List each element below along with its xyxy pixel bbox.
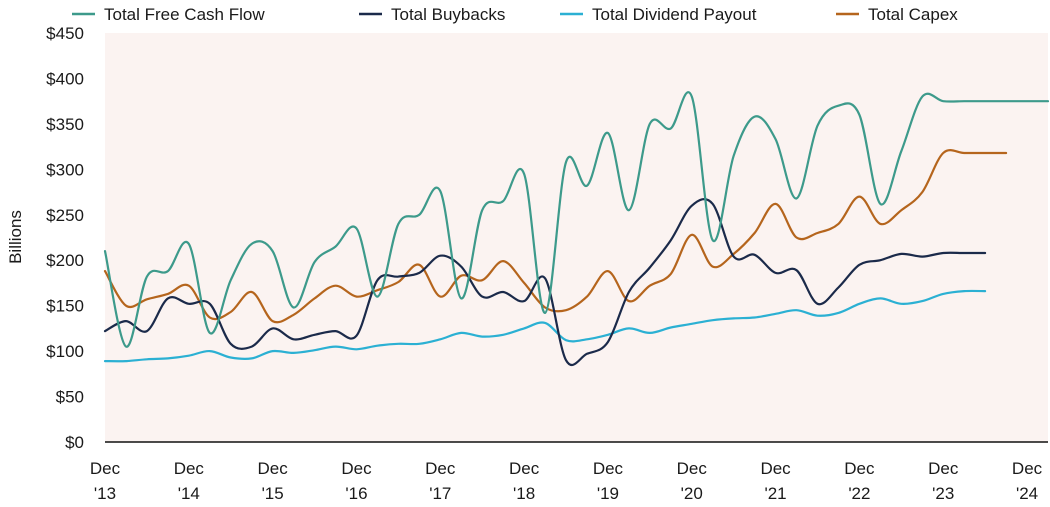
x-tick-label: Dec [425, 459, 456, 478]
x-tick-label: '22 [848, 484, 870, 503]
x-tick-label: Dec [677, 459, 708, 478]
x-tick-label: '13 [94, 484, 116, 503]
x-tick-label: Dec [341, 459, 372, 478]
y-tick-label: $350 [46, 115, 84, 134]
x-tick-label: '24 [1016, 484, 1038, 503]
y-tick-label: $0 [65, 433, 84, 452]
x-tick-label: Dec [844, 459, 875, 478]
legend-label: Total Capex [868, 5, 958, 24]
y-tick-label: $300 [46, 160, 84, 179]
x-tick-label: Dec [174, 459, 205, 478]
series-line-total-free-cash-flow [103, 91, 1050, 348]
y-tick-label: $400 [46, 69, 84, 88]
y-tick-label: $200 [46, 251, 84, 270]
x-axis-ticks: Dec '13 Dec '14 Dec '15 Dec '16 Dec '17 Dec '18 Dec '… [90, 459, 1043, 503]
series-line-total-capex [103, 149, 1008, 324]
legend: Total Free Cash Flow Total Buybacks Total … [72, 5, 958, 24]
x-tick-label: Dec [1012, 459, 1043, 478]
x-tick-label: Dec [928, 459, 959, 478]
y-axis-ticks: $0 $50 $100 $150 $200 $250 $300 $350 $400 $450 [46, 24, 84, 452]
x-tick-label: Dec [593, 459, 624, 478]
plot-background [105, 33, 1048, 442]
y-tick-label: $100 [46, 342, 84, 361]
y-tick-label: $250 [46, 206, 84, 225]
legend-label: Total Free Cash Flow [104, 5, 265, 24]
x-tick-label: '17 [429, 484, 451, 503]
x-tick-label: '15 [262, 484, 284, 503]
x-tick-label: Dec [258, 459, 289, 478]
x-tick-label: '14 [178, 484, 200, 503]
series-lines [103, 91, 1050, 367]
x-tick-label: '23 [932, 484, 954, 503]
x-tick-label: Dec [760, 459, 791, 478]
x-tick-label: '19 [597, 484, 619, 503]
y-axis-title: Billions [6, 210, 25, 264]
x-tick-label: Dec [90, 459, 121, 478]
series-line-total-dividend-payout [103, 289, 987, 363]
x-tick-label: '16 [345, 484, 367, 503]
y-tick-label: $150 [46, 297, 84, 316]
x-tick-label: '21 [764, 484, 786, 503]
y-tick-label: $450 [46, 24, 84, 43]
y-tick-label: $50 [56, 388, 84, 407]
series-line-total-buybacks [103, 198, 987, 367]
x-tick-label: '18 [513, 484, 535, 503]
x-tick-label: '20 [681, 484, 703, 503]
legend-label: Total Dividend Payout [592, 5, 757, 24]
x-tick-label: Dec [509, 459, 540, 478]
legend-label: Total Buybacks [391, 5, 505, 24]
